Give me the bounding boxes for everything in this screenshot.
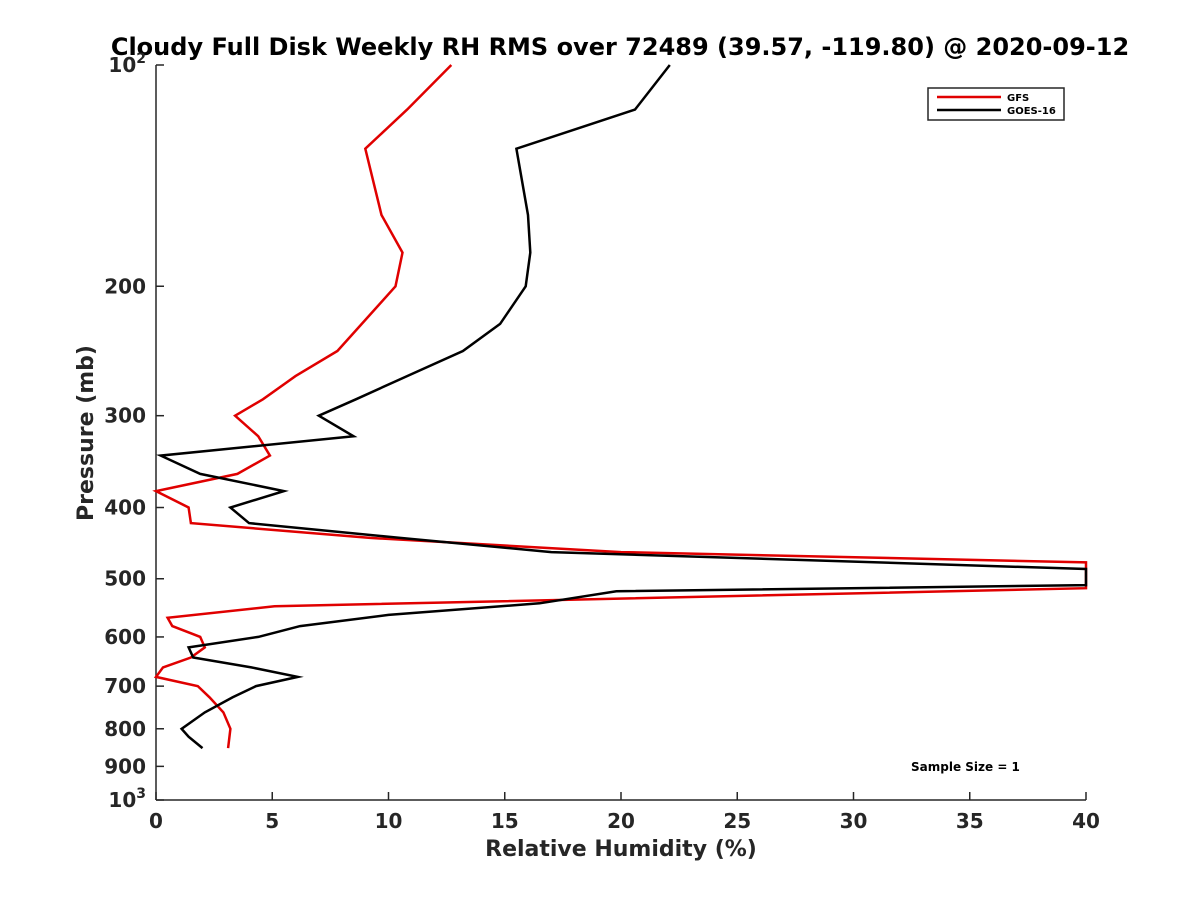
y-axis-label: Pressure (mb)	[74, 345, 99, 521]
x-tick-label: 40	[1072, 809, 1100, 833]
sample-size-annotation: Sample Size = 1	[911, 760, 1020, 774]
y-tick-exponent: 2	[136, 51, 146, 67]
x-tick-label: 20	[607, 809, 635, 833]
x-tick-label: 25	[723, 809, 751, 833]
legend-box	[927, 87, 1065, 121]
y-tick-label: 800	[104, 717, 146, 741]
series-layer	[152, 64, 1088, 750]
x-axis-label: Relative Humidity (%)	[485, 837, 757, 862]
y-tick-exponent: 3	[136, 786, 146, 802]
y-tick-label: 300	[104, 404, 146, 428]
y-tick-label: 600	[104, 625, 146, 649]
y-tick-label: 700	[104, 674, 146, 698]
legend: GFS GOES-16	[927, 87, 1065, 121]
y-tick-label: 103	[108, 786, 146, 812]
y-tick-label: 900	[104, 754, 146, 778]
legend-label-gfs: GFS	[1007, 93, 1029, 104]
series-line-gfs	[152, 64, 1088, 749]
y-tick-base: 10	[108, 53, 136, 77]
x-tick-label: 15	[491, 809, 519, 833]
x-tick-label: 0	[149, 809, 163, 833]
axes	[155, 65, 1086, 801]
series-line-goes16	[156, 64, 1088, 750]
y-tick-label: 400	[104, 496, 146, 520]
chart-title: Cloudy Full Disk Weekly RH RMS over 7248…	[111, 33, 1129, 61]
legend-label-goes16: GOES-16	[1007, 106, 1056, 117]
y-tick-label: 200	[104, 274, 146, 298]
y-tick-label: 102	[108, 51, 146, 77]
x-ticks: 0 5 10 15 20 25 30 35 40	[149, 792, 1100, 833]
x-tick-label: 35	[956, 809, 984, 833]
y-tick-label: 500	[104, 567, 146, 591]
x-tick-label: 30	[840, 809, 868, 833]
x-tick-label: 5	[265, 809, 279, 833]
y-tick-base: 10	[108, 788, 136, 812]
x-tick-label: 10	[375, 809, 403, 833]
